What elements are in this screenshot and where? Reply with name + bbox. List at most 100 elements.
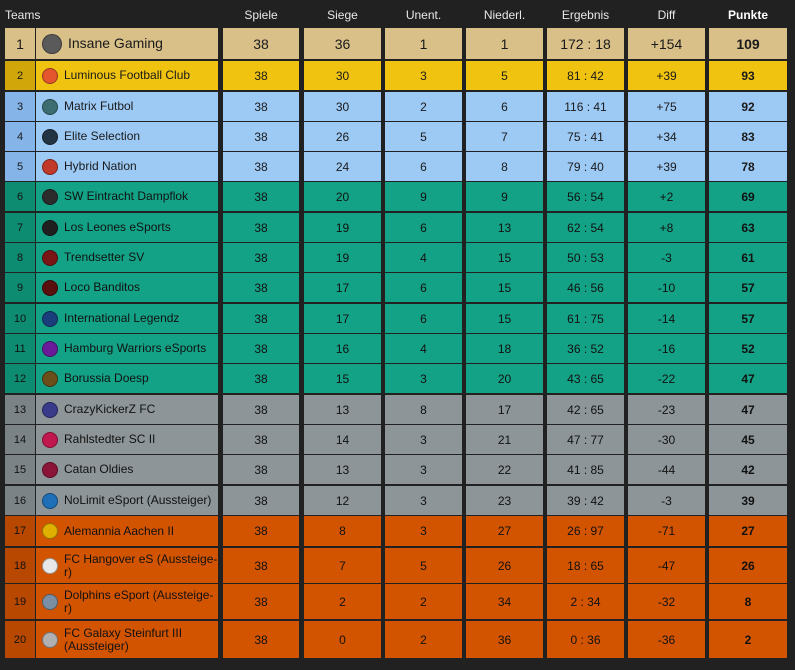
team-name[interactable]: CrazyKickerZ FC xyxy=(64,402,156,416)
team-cell[interactable]: Elite Selection xyxy=(36,122,218,151)
diff-cell: -44 xyxy=(628,455,705,484)
team-name[interactable]: International Legendz xyxy=(64,311,180,325)
rank-cell: 16 xyxy=(5,486,35,515)
losses-cell: 5 xyxy=(466,61,543,90)
team-cell[interactable]: CrazyKickerZ FC xyxy=(36,395,218,424)
team-cell[interactable]: Hamburg Warriors eSports xyxy=(36,334,218,363)
team-name[interactable]: Matrix Futbol xyxy=(64,99,134,113)
score-cell: 172 : 18 xyxy=(547,28,624,59)
diff-cell: -23 xyxy=(628,395,705,424)
team-name[interactable]: Dolphins eSport (Aussteige-r) xyxy=(64,587,214,615)
team-cell[interactable]: SW Eintracht Dampflok xyxy=(36,182,218,211)
table-row[interactable]: 13 CrazyKickerZ FC 38 13 8 17 42 : 65 -23 47 xyxy=(0,395,795,424)
team-name[interactable]: Elite Selection xyxy=(64,129,141,143)
team-cell[interactable]: FC Hangover eS (Aussteige-r) xyxy=(36,548,218,583)
team-name[interactable]: Hamburg Warriors eSports xyxy=(64,341,207,355)
table-row[interactable]: 7 Los Leones eSports 38 19 6 13 62 : 54 +8 63 xyxy=(0,213,795,242)
table-row[interactable]: 6 SW Eintracht Dampflok 38 20 9 9 56 : 54 +2 69 xyxy=(0,182,795,211)
table-row[interactable]: 19 Dolphins eSport (Aussteige-r) 38 2 2 34 2 :… xyxy=(0,584,795,619)
team-cell[interactable]: Rahlstedter SC II xyxy=(36,425,218,454)
team-name[interactable]: Insane Gaming xyxy=(68,35,163,51)
team-name[interactable]: Rahlstedter SC II xyxy=(64,432,156,446)
table-row[interactable]: 8 Trendsetter SV 38 19 4 15 50 : 53 -3 61 xyxy=(0,243,795,272)
wins-cell: 2 xyxy=(304,584,381,619)
header-score[interactable]: Ergebnis xyxy=(561,8,610,22)
header-losses[interactable]: Niederl. xyxy=(483,8,526,22)
table-row[interactable]: 1 Insane Gaming 38 36 1 1 172 : 18 +154 109 xyxy=(0,28,795,59)
table-row[interactable]: 15 Catan Oldies 38 13 3 22 41 : 85 -44 42 xyxy=(0,455,795,484)
played-cell: 38 xyxy=(223,273,299,302)
team-name[interactable]: Alemannia Aachen II xyxy=(64,523,175,538)
team-name[interactable]: Borussia Doesp xyxy=(64,371,149,385)
wins-cell: 14 xyxy=(304,425,381,454)
draws-cell: 2 xyxy=(385,584,462,619)
team-cell[interactable]: Insane Gaming xyxy=(36,28,218,59)
team-name[interactable]: Loco Banditos xyxy=(64,280,141,294)
rank-cell: 10 xyxy=(5,304,35,333)
diff-cell: -10 xyxy=(628,273,705,302)
table-row[interactable]: 14 Rahlstedter SC II 38 14 3 21 47 : 77 -30 45 xyxy=(0,425,795,454)
losses-cell: 15 xyxy=(466,273,543,302)
team-name[interactable]: Catan Oldies xyxy=(64,462,134,476)
rank-cell: 15 xyxy=(5,455,35,484)
team-cell[interactable]: Alemannia Aachen II xyxy=(36,516,218,546)
header-wins[interactable]: Siege xyxy=(327,8,358,22)
team-logo-icon xyxy=(42,219,58,236)
table-row[interactable]: 3 Matrix Futbol 38 30 2 6 116 : 41 +75 92 xyxy=(0,92,795,121)
header-points[interactable]: Punkte xyxy=(727,8,768,22)
played-cell: 38 xyxy=(223,334,299,363)
table-row[interactable]: 17 Alemannia Aachen II 38 8 3 27 26 : 97 -71 27 xyxy=(0,516,795,546)
team-cell[interactable]: Matrix Futbol xyxy=(36,92,218,121)
table-row[interactable]: 10 International Legendz 38 17 6 15 61 : 75 -14… xyxy=(0,304,795,333)
diff-cell: -30 xyxy=(628,425,705,454)
points-cell: 8 xyxy=(709,584,787,619)
rank-cell: 1 xyxy=(5,28,35,59)
losses-cell: 9 xyxy=(466,182,543,211)
table-row[interactable]: 2 Luminous Football Club 38 30 3 5 81 : 42 +39 9… xyxy=(0,61,795,90)
team-cell[interactable]: Los Leones eSports xyxy=(36,213,218,242)
team-name[interactable]: Luminous Football Club xyxy=(64,68,191,82)
score-cell: 42 : 65 xyxy=(547,395,624,424)
table-row[interactable]: 11 Hamburg Warriors eSports 38 16 4 18 36 : 52… xyxy=(0,334,795,363)
team-name[interactable]: SW Eintracht Dampflok xyxy=(64,189,189,203)
score-cell: 56 : 54 xyxy=(547,182,624,211)
table-row[interactable]: 9 Loco Banditos 38 17 6 15 46 : 56 -10 57 xyxy=(0,273,795,302)
team-cell[interactable]: International Legendz xyxy=(36,304,218,333)
team-cell[interactable]: Luminous Football Club xyxy=(36,61,218,90)
points-cell: 69 xyxy=(709,182,787,211)
team-name[interactable]: FC Galaxy Steinfurt III (Aussteiger) xyxy=(64,625,183,653)
team-name[interactable]: Los Leones eSports xyxy=(64,220,171,234)
team-cell[interactable]: Trendsetter SV xyxy=(36,243,218,272)
table-row[interactable]: 18 FC Hangover eS (Aussteige-r) 38 7 5 26 18 :… xyxy=(0,548,795,583)
wins-cell: 0 xyxy=(304,621,381,658)
rank-cell: 19 xyxy=(5,584,35,619)
table-row[interactable]: 12 Borussia Doesp 38 15 3 20 43 : 65 -22 47 xyxy=(0,364,795,393)
team-name[interactable]: Trendsetter SV xyxy=(64,250,145,264)
team-cell[interactable]: Catan Oldies xyxy=(36,455,218,484)
table-row[interactable]: 16 NoLimit eSport (Aussteiger) 38 12 3 23 39 :… xyxy=(0,486,795,515)
draws-cell: 6 xyxy=(385,273,462,302)
team-cell[interactable]: FC Galaxy Steinfurt III (Aussteiger) xyxy=(36,621,218,658)
team-name[interactable]: FC Hangover eS (Aussteige-r) xyxy=(64,551,218,579)
losses-cell: 26 xyxy=(466,548,543,583)
team-cell[interactable]: Loco Banditos xyxy=(36,273,218,302)
table-row[interactable]: 20 FC Galaxy Steinfurt III (Aussteiger) 38… xyxy=(0,621,795,658)
header-diff[interactable]: Diff xyxy=(657,8,676,22)
losses-cell: 21 xyxy=(466,425,543,454)
table-row[interactable]: 4 Elite Selection 38 26 5 7 75 : 41 +34 83 xyxy=(0,122,795,151)
team-name[interactable]: NoLimit eSport (Aussteiger) xyxy=(64,493,212,507)
team-logo-icon xyxy=(42,593,58,610)
draws-cell: 3 xyxy=(385,455,462,484)
header-draws[interactable]: Unent. xyxy=(405,8,442,22)
team-cell[interactable]: NoLimit eSport (Aussteiger) xyxy=(36,486,218,515)
played-cell: 38 xyxy=(223,182,299,211)
table-row[interactable]: 5 Hybrid Nation 38 24 6 8 79 : 40 +39 78 xyxy=(0,152,795,181)
team-cell[interactable]: Hybrid Nation xyxy=(36,152,218,181)
header-played[interactable]: Spiele xyxy=(244,8,278,22)
team-name[interactable]: Hybrid Nation xyxy=(64,159,137,173)
points-cell: 27 xyxy=(709,516,787,546)
team-cell[interactable]: Dolphins eSport (Aussteige-r) xyxy=(36,584,218,619)
wins-cell: 13 xyxy=(304,395,381,424)
team-cell[interactable]: Borussia Doesp xyxy=(36,364,218,393)
rank-cell: 11 xyxy=(5,334,35,363)
